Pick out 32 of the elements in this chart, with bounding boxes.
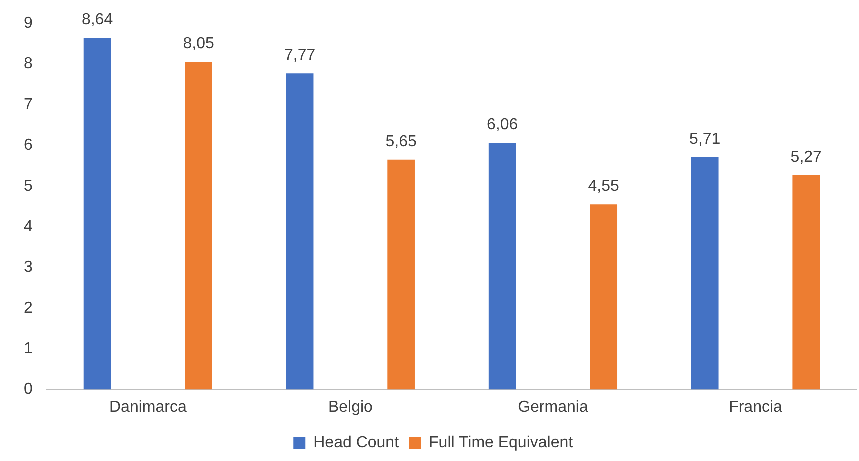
bar <box>691 157 719 390</box>
data-label: 5,65 <box>386 133 417 150</box>
y-tick-label: 5 <box>24 178 33 195</box>
data-label: 8,64 <box>82 12 114 29</box>
data-label: 6,06 <box>487 116 518 134</box>
data-label: 8,05 <box>183 36 214 53</box>
bar <box>388 160 415 390</box>
x-tick-label: Danimarca <box>109 398 187 416</box>
data-label: 4,55 <box>588 178 620 196</box>
bar <box>84 38 112 390</box>
y-tick-label: 6 <box>24 137 33 154</box>
x-tick-label: Belgio <box>328 398 374 416</box>
legend-label: Head Count <box>314 434 400 452</box>
legend-label: Full Time Equivalent <box>429 434 574 452</box>
bar <box>792 175 820 390</box>
bar <box>590 204 618 390</box>
y-tick-label: 3 <box>24 259 33 276</box>
y-tick-label: 2 <box>24 300 33 317</box>
y-tick-label: 9 <box>24 15 33 32</box>
bar <box>488 143 516 390</box>
x-tick-label: Germania <box>518 398 588 416</box>
y-tick-label: 4 <box>24 218 33 236</box>
data-label: 5,27 <box>790 148 822 166</box>
data-label: 5,71 <box>690 130 721 148</box>
y-tick-label: 1 <box>24 340 33 358</box>
x-tick-label: Francia <box>729 398 783 416</box>
data-label: 7,77 <box>284 47 316 64</box>
y-tick-label: 7 <box>24 96 33 114</box>
y-tick-label: 0 <box>24 381 33 398</box>
bar <box>185 62 212 390</box>
bar <box>286 74 314 390</box>
y-tick-label: 8 <box>24 56 33 73</box>
